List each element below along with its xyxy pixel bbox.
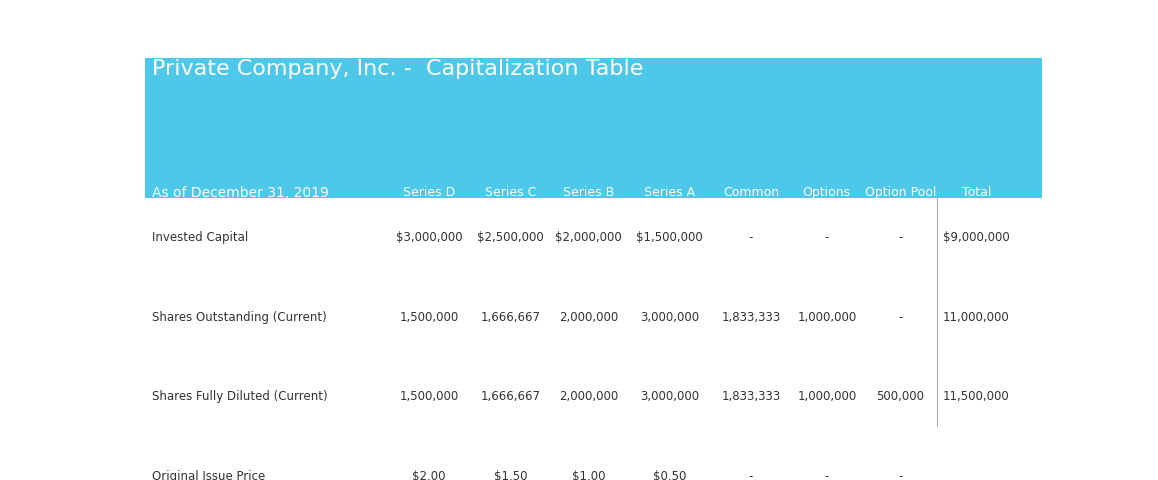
Text: Invested Capital: Invested Capital (152, 231, 248, 244)
Text: 1,500,000: 1,500,000 (400, 311, 459, 324)
Text: $1.50: $1.50 (493, 469, 527, 480)
Text: Series A: Series A (644, 186, 695, 199)
Text: -: - (899, 311, 902, 324)
Text: Shares Fully Diluted (Current): Shares Fully Diluted (Current) (152, 390, 328, 403)
Text: Options: Options (802, 186, 851, 199)
Text: 11,500,000: 11,500,000 (943, 390, 1010, 403)
Text: 1,000,000: 1,000,000 (797, 311, 857, 324)
Text: 11,000,000: 11,000,000 (943, 311, 1010, 324)
Text: $3,000,000: $3,000,000 (396, 231, 462, 244)
Text: Private Company, Inc. -  Capitalization Table: Private Company, Inc. - Capitalization T… (152, 60, 644, 80)
Text: -: - (824, 469, 829, 480)
Text: Original Issue Price: Original Issue Price (152, 469, 265, 480)
Text: -: - (824, 231, 829, 244)
Text: Series D: Series D (403, 186, 455, 199)
Text: Option Pool: Option Pool (865, 186, 936, 199)
Text: 1,666,667: 1,666,667 (481, 311, 541, 324)
Text: -: - (899, 231, 902, 244)
Text: 2,000,000: 2,000,000 (559, 311, 618, 324)
Text: 500,000: 500,000 (877, 390, 924, 403)
Text: $0.50: $0.50 (653, 469, 687, 480)
Text: 1,500,000: 1,500,000 (400, 390, 459, 403)
Text: 1,833,333: 1,833,333 (721, 311, 780, 324)
Text: $2,000,000: $2,000,000 (555, 231, 622, 244)
Text: Common: Common (723, 186, 779, 199)
Text: $2,500,000: $2,500,000 (477, 231, 544, 244)
Text: -: - (749, 231, 753, 244)
Text: $9,000,000: $9,000,000 (943, 231, 1010, 244)
Text: $1,500,000: $1,500,000 (637, 231, 703, 244)
Text: Shares Outstanding (Current): Shares Outstanding (Current) (152, 311, 327, 324)
Bar (145, 58, 1042, 198)
Text: -: - (749, 469, 753, 480)
Text: -: - (899, 469, 902, 480)
Text: $2.00: $2.00 (412, 469, 446, 480)
Text: Series B: Series B (563, 186, 614, 199)
Text: Total: Total (961, 186, 991, 199)
Text: 1,000,000: 1,000,000 (797, 390, 857, 403)
Text: Series C: Series C (485, 186, 536, 199)
Text: 3,000,000: 3,000,000 (640, 311, 699, 324)
Text: As of December 31, 2019: As of December 31, 2019 (152, 185, 329, 200)
Text: $1.00: $1.00 (572, 469, 606, 480)
Text: 3,000,000: 3,000,000 (640, 390, 699, 403)
Text: 1,833,333: 1,833,333 (721, 390, 780, 403)
Text: 2,000,000: 2,000,000 (559, 390, 618, 403)
Text: 1,666,667: 1,666,667 (481, 390, 541, 403)
